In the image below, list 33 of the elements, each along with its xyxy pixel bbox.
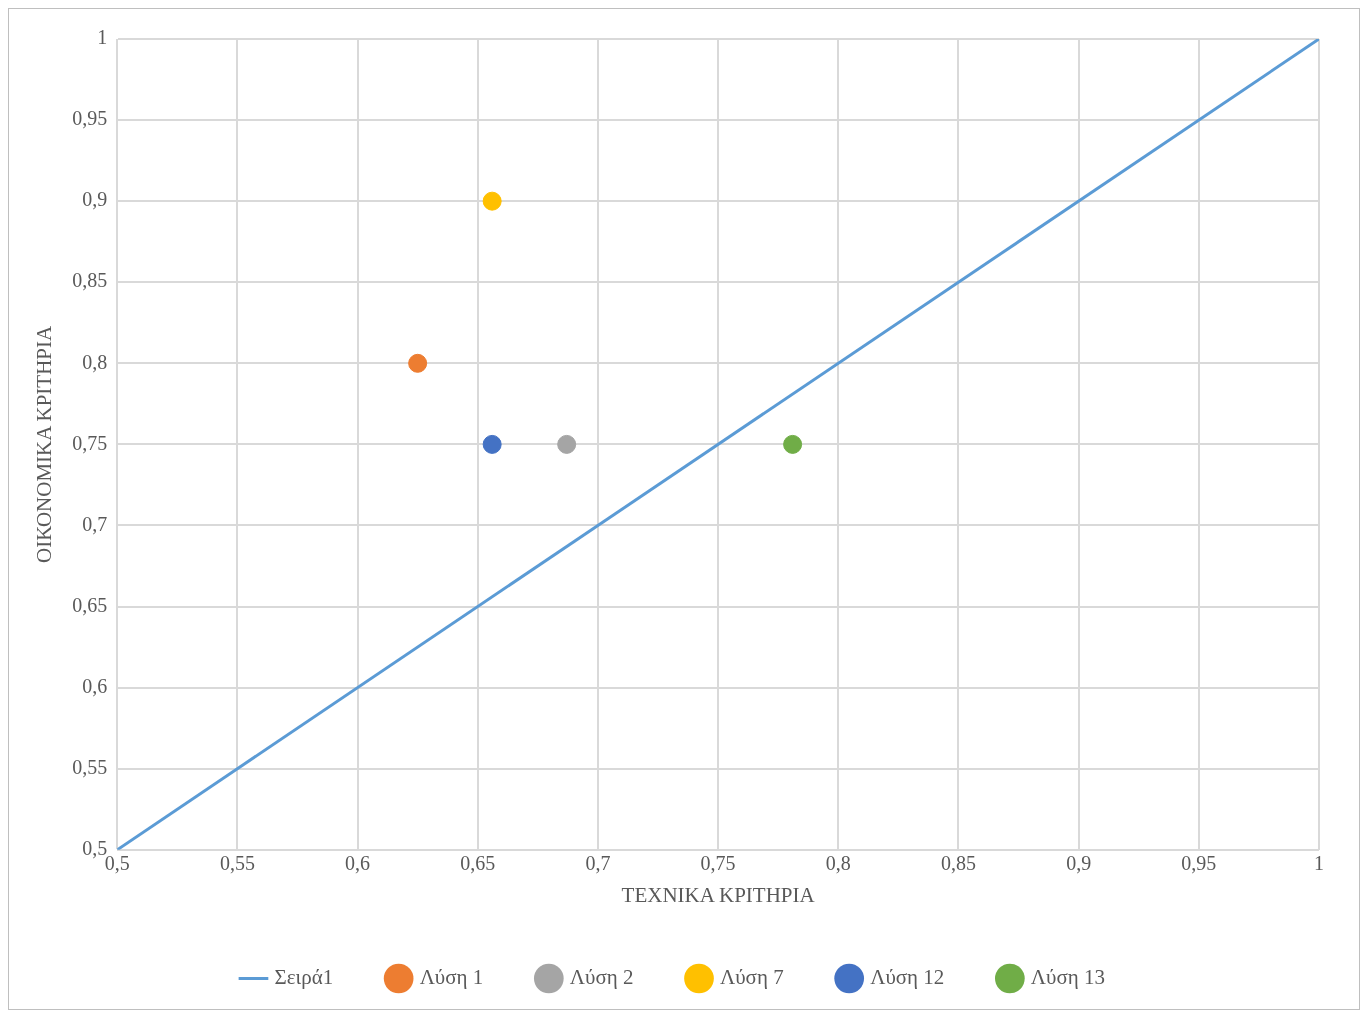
- legend-label: Λύση 12: [870, 965, 945, 990]
- point: [482, 434, 502, 454]
- x-axis-title: ΤΕΧΝΙΚΑ ΚΡΙΤΗΡΙΑ: [621, 882, 816, 907]
- legend-label: Λύση 7: [720, 965, 784, 990]
- y-tick-label: 1: [97, 26, 108, 49]
- point: [482, 191, 502, 211]
- x-tick-label: 0,85: [940, 852, 976, 875]
- x-tick-label: 0,75: [700, 852, 736, 875]
- y-tick-label: 0,55: [72, 755, 108, 778]
- legend-label: Λύση 2: [569, 965, 634, 990]
- point: [557, 434, 577, 454]
- legend-label: Σειρά1: [274, 965, 334, 990]
- legend-label: Λύση 1: [419, 965, 484, 990]
- y-tick-label: 0,7: [82, 512, 108, 535]
- y-tick-label: 0,8: [82, 350, 108, 373]
- x-tick-label: 1: [1314, 852, 1324, 875]
- x-tick-label: 0,55: [219, 852, 255, 875]
- y-tick-label: 0,75: [72, 431, 108, 454]
- point: [783, 434, 803, 454]
- y-axis-title: ΟΙΚΟΝΟΜΙΚΑ ΚΡΙΤΗΡΙΑ: [32, 325, 57, 563]
- x-tick-label: 0,95: [1181, 852, 1217, 875]
- point: [408, 353, 428, 373]
- y-tick-label: 0,95: [72, 107, 108, 130]
- y-tick-label: 0,6: [82, 674, 108, 697]
- legend-label: Λύση 13: [1030, 965, 1106, 990]
- x-tick-label: 0,8: [825, 852, 851, 875]
- y-tick-label: 0,9: [82, 188, 108, 211]
- y-tick-label: 0,65: [72, 593, 108, 616]
- x-tick-label: 0,9: [1066, 852, 1092, 875]
- x-tick-label: 0,7: [585, 852, 611, 875]
- y-tick-label: 0,85: [72, 269, 108, 292]
- x-tick-label: 0,6: [345, 852, 371, 875]
- x-tick-label: 0,65: [460, 852, 496, 875]
